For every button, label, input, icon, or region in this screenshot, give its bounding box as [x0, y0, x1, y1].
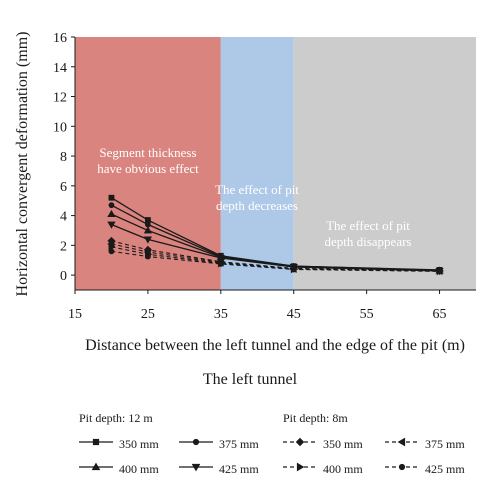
legend-marker: [296, 462, 305, 472]
legend-swatch-6: [283, 462, 317, 472]
region-annotation-1: The effect of pit depth decreases: [215, 182, 299, 213]
x-tick-label: 15: [68, 307, 82, 322]
y-tick-label: 2: [60, 239, 67, 254]
x-tick-label: 25: [141, 307, 155, 322]
y-tick-label: 8: [60, 150, 67, 165]
legend-swatch-1: [179, 438, 213, 446]
y-tick-label: 16: [53, 31, 67, 46]
data-point: [290, 266, 297, 273]
y-tick-label: 10: [53, 120, 67, 135]
x-tick-label: 35: [214, 307, 228, 322]
legend-marker: [91, 462, 101, 471]
region-annotation-2: The effect of pit depth disappears: [324, 218, 411, 249]
legend-marker: [191, 463, 201, 472]
data-point: [108, 248, 115, 255]
legend-swatch-2: [79, 462, 113, 471]
data-point: [107, 221, 116, 229]
data-point: [108, 202, 115, 209]
data-point: [108, 194, 115, 201]
x-tick-label: 65: [433, 307, 447, 322]
y-axis-label: Horizontal convergent deformation (mm): [14, 32, 31, 297]
data-point: [217, 261, 224, 267]
data-point: [143, 226, 153, 234]
y-tick-label: 12: [53, 91, 67, 106]
legend-swatch-0: [79, 438, 113, 446]
data-point: [145, 253, 151, 260]
y-tick-label: 4: [60, 210, 67, 225]
chart-title: The left tunnel: [203, 371, 298, 388]
data-point: [107, 209, 116, 217]
y-tick-label: 14: [53, 61, 67, 76]
x-tick-label: 55: [360, 307, 374, 322]
legend-swatch-3: [179, 463, 213, 472]
legend-swatch-7: [385, 463, 419, 471]
x-axis-label: Distance between the left tunnel and the…: [85, 337, 465, 354]
data-point: [143, 236, 153, 244]
region-1: [220, 37, 294, 290]
y-tick-label: 6: [60, 180, 67, 195]
legend-marker: [192, 438, 200, 446]
region-2: [293, 37, 476, 290]
legend-marker: [295, 437, 305, 447]
region-annotation-0: Segment thickness have obvious effect: [97, 145, 199, 176]
legend-marker: [397, 437, 406, 447]
legend-marker: [92, 438, 100, 446]
legend-marker: [398, 463, 406, 471]
legend-swatch-5: [385, 437, 419, 447]
x-tick-label: 45: [287, 307, 301, 322]
y-tick-label: 0: [60, 269, 67, 284]
legend-swatch-4: [283, 437, 317, 447]
series-7: [108, 248, 443, 275]
data-point: [436, 268, 443, 275]
series-line: [111, 250, 440, 272]
